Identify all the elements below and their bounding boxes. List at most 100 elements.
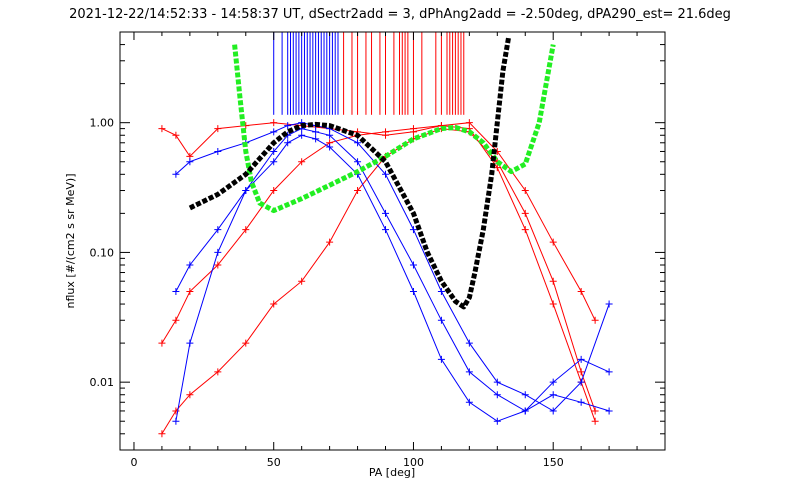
blue-data-point <box>521 407 529 415</box>
red-data-point <box>326 238 334 246</box>
blue-data-point <box>493 378 501 386</box>
red-data-point <box>186 391 194 399</box>
red-data-point <box>577 287 585 295</box>
blue-data-point <box>549 407 557 415</box>
blue-data-point <box>242 187 250 195</box>
red-data-point <box>298 277 306 285</box>
blue-data-point <box>382 226 390 234</box>
blue-data-point <box>605 407 613 415</box>
black-curve-line <box>188 37 511 310</box>
red-data-point <box>591 407 599 415</box>
x-tick-label: 50 <box>267 456 281 469</box>
red-data-point <box>591 417 599 425</box>
red-data-point <box>591 316 599 324</box>
green-curve-line <box>232 44 556 214</box>
red-data-point <box>521 187 529 195</box>
x-tick-label: 100 <box>403 456 424 469</box>
blue-data-point <box>172 287 180 295</box>
red-data-point <box>493 164 501 172</box>
red-data-point <box>242 226 250 234</box>
red-series-line <box>161 125 596 422</box>
red-data-point <box>270 300 278 308</box>
blue-data-point <box>326 143 334 151</box>
blue-data-point <box>521 391 529 399</box>
blue-data-point <box>270 128 278 136</box>
blue-data-point <box>605 300 613 308</box>
red-data-point <box>298 158 306 166</box>
red-data-point <box>186 287 194 295</box>
blue-data-point <box>186 261 194 269</box>
red-data-point <box>577 368 585 376</box>
blue-data-point <box>465 339 473 347</box>
blue-data-point <box>172 417 180 425</box>
red-data-point <box>382 128 390 136</box>
blue-data-point <box>577 355 585 363</box>
blue-data-point <box>214 147 222 155</box>
y-axis-title: nflux [#/(cm2 s sr MeV)] <box>64 174 77 309</box>
blue-data-point <box>549 378 557 386</box>
red-data-point <box>214 368 222 376</box>
blue-data-point <box>465 398 473 406</box>
blue-data-point <box>326 131 334 139</box>
blue-data-point <box>312 135 320 143</box>
red-series-line <box>161 128 596 435</box>
blue-data-point <box>270 147 278 155</box>
blue-data-point <box>493 391 501 399</box>
blue-data-point <box>549 391 557 399</box>
red-data-point <box>549 300 557 308</box>
plot-content <box>158 32 613 438</box>
blue-data-point <box>577 398 585 406</box>
x-axis: 0 50 100 150 <box>130 32 638 469</box>
red-data-point <box>214 125 222 133</box>
blue-data-point <box>382 170 390 178</box>
red-data-point <box>521 226 529 234</box>
blue-data-point <box>186 339 194 347</box>
x-tick-label: 0 <box>130 456 137 469</box>
blue-data-point <box>354 139 362 147</box>
blue-data-point <box>577 378 585 386</box>
red-data-point <box>270 119 278 127</box>
red-data-point <box>354 187 362 195</box>
blue-data-point <box>465 368 473 376</box>
red-data-point <box>549 238 557 246</box>
blue-data-point <box>284 122 292 130</box>
blue-data-point <box>270 158 278 166</box>
blue-data-point <box>214 248 222 256</box>
blue-data-point <box>437 316 445 324</box>
blue-data-point <box>409 261 417 269</box>
red-data-point <box>270 187 278 195</box>
blue-data-point <box>605 368 613 376</box>
y-tick-label: 1.00 <box>90 117 115 130</box>
plot-area <box>158 32 613 438</box>
y-tick-label: 0.10 <box>90 246 115 259</box>
blue-data-point <box>382 209 390 217</box>
red-data-point <box>242 339 250 347</box>
blue-data-point <box>409 226 417 234</box>
chart-title: 2021-12-22/14:52:33 - 14:58:37 UT, dSect… <box>69 7 731 22</box>
blue-data-point <box>409 287 417 295</box>
red-data-point <box>172 131 180 139</box>
blue-data-point <box>214 226 222 234</box>
blue-series-line <box>175 122 610 412</box>
blue-data-point <box>186 158 194 166</box>
red-data-point <box>409 125 417 133</box>
y-tick-label: 0.01 <box>90 376 115 389</box>
blue-data-point <box>312 128 320 136</box>
blue-data-point <box>172 170 180 178</box>
plot-frame <box>119 31 666 451</box>
blue-data-point <box>354 158 362 166</box>
blue-data-point <box>437 287 445 295</box>
red-data-point <box>214 261 222 269</box>
red-data-point <box>521 209 529 217</box>
red-data-point <box>172 316 180 324</box>
blue-data-point <box>437 355 445 363</box>
blue-data-point <box>284 139 292 147</box>
red-data-point <box>158 125 166 133</box>
red-data-point <box>158 430 166 438</box>
x-tick-label: 150 <box>543 456 564 469</box>
blue-data-point <box>298 131 306 139</box>
red-data-point <box>549 277 557 285</box>
x-axis-title: PA [deg] <box>369 466 415 479</box>
blue-data-point <box>493 417 501 425</box>
